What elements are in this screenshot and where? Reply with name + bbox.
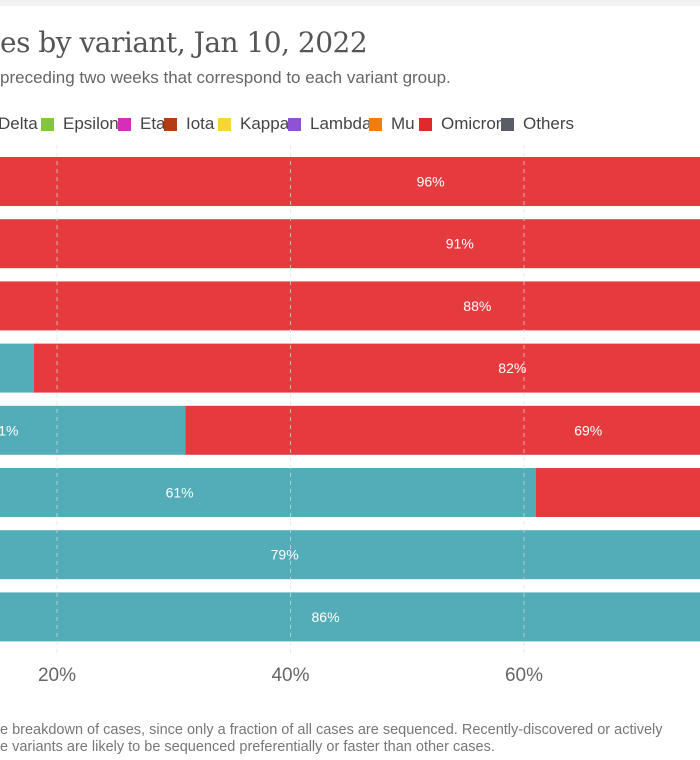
bar-omicron: [0, 281, 700, 331]
bar-data-label: 82%: [498, 360, 526, 376]
bar-data-label: 79%: [271, 547, 299, 563]
legend-item-kappa[interactable]: Kappa: [218, 114, 289, 134]
stacked-bar-chart: 96% 91% 88% 82% 31% 69% 61% 79% 86% 20% 40% 60%: [0, 145, 700, 686]
bar-data-label: 61%: [166, 485, 194, 501]
bar-omicron: [0, 157, 700, 206]
legend-swatch: [288, 117, 301, 131]
legend-item-delta[interactable]: Delta: [0, 114, 38, 134]
legend-label: Others: [523, 114, 575, 133]
legend-swatch: [419, 117, 432, 131]
legend-item-others[interactable]: Others: [501, 114, 574, 134]
legend-swatch: [164, 117, 177, 131]
bar-delta: [0, 343, 34, 393]
legend-label: Mu: [391, 114, 415, 133]
bar-data-label: 31%: [0, 422, 18, 438]
legend-label: Lambda: [310, 114, 372, 133]
legend-item-lambda[interactable]: Lambda: [288, 114, 371, 134]
legend-item-omicron[interactable]: Omicron: [419, 114, 505, 134]
bar-data-label: 91%: [446, 236, 474, 252]
x-tick-label: 60%: [505, 665, 543, 686]
legend-label: Eta: [140, 114, 166, 133]
legend-label: Epsilon: [63, 114, 119, 133]
legend-swatch: [501, 117, 514, 131]
legend-swatch: [218, 117, 231, 131]
legend-swatch: [118, 117, 131, 131]
footnote-line-2: e variants are likely to be sequenced pr…: [0, 739, 495, 755]
legend-item-epsilon[interactable]: Epsilon: [41, 114, 119, 134]
legend-item-iota[interactable]: Iota: [164, 114, 214, 134]
legend-label: Delta: [0, 114, 38, 133]
chart-subtitle: preceding two weeks that correspond to e…: [0, 68, 451, 87]
bar-data-label: 88%: [463, 298, 491, 314]
legend-swatch: [41, 117, 54, 131]
x-tick-label: 40%: [271, 665, 309, 686]
bar-omicron: [33, 343, 700, 393]
bar-delta: [0, 592, 700, 642]
legend-swatch: [369, 117, 382, 131]
bar-omicron: [535, 468, 700, 517]
bar-omicron: [0, 219, 700, 269]
chart-footnote: e breakdown of cases, since only a fract…: [0, 722, 663, 756]
top-strip: [0, 0, 700, 6]
bar-delta: [0, 468, 536, 517]
chart-title: es by variant, Jan 10, 2022: [0, 26, 368, 59]
legend-item-eta[interactable]: Eta: [118, 114, 166, 134]
legend-label: Kappa: [240, 114, 290, 133]
bar-delta: [0, 530, 700, 580]
x-tick-label: 20%: [38, 665, 76, 686]
bar-data-label: 86%: [312, 609, 340, 625]
bar-omicron: [185, 405, 700, 455]
bar-delta: [0, 405, 186, 455]
bar-data-label: 96%: [417, 174, 445, 190]
bar-data-label: 69%: [574, 422, 602, 438]
legend-label: Omicron: [441, 114, 506, 133]
footnote-line-1: e breakdown of cases, since only a fract…: [0, 722, 663, 738]
legend-item-mu[interactable]: Mu: [369, 114, 415, 134]
legend-label: Iota: [186, 114, 215, 133]
